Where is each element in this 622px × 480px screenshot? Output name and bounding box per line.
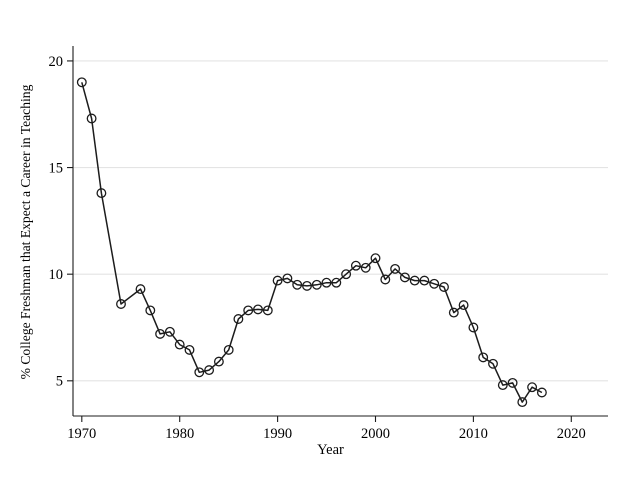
y-tick-label: 20	[49, 54, 64, 70]
data-point-marker	[243, 305, 254, 316]
x-tick-label: 1970	[67, 426, 96, 442]
x-tick-label: 2010	[459, 426, 488, 442]
data-series	[76, 77, 547, 408]
data-point-marker	[184, 344, 195, 355]
data-point-marker	[321, 277, 332, 288]
data-point-marker	[164, 326, 175, 337]
data-point-marker	[302, 280, 312, 291]
data-point-marker	[390, 263, 401, 274]
y-tick-label: 5	[56, 374, 63, 390]
data-point-marker	[76, 77, 87, 88]
data-point-marker	[360, 262, 371, 273]
data-point-marker	[145, 305, 156, 316]
data-point-marker	[331, 277, 342, 288]
data-point-marker	[213, 356, 224, 367]
data-point-marker	[272, 275, 283, 286]
data-point-marker	[458, 300, 469, 311]
data-point-marker	[292, 279, 303, 290]
data-point-marker	[262, 305, 273, 316]
axes: 5 10 15 20 1970 1980 1990 2000 2010 2020	[49, 46, 608, 442]
y-tick-label: 10	[49, 267, 64, 283]
data-point-marker	[86, 113, 97, 124]
data-point-marker	[96, 188, 107, 199]
data-point-marker	[116, 299, 126, 309]
data-point-marker	[194, 367, 205, 378]
data-point-marker	[468, 322, 479, 333]
x-axis-title: Year	[317, 442, 344, 458]
data-point-marker	[155, 328, 166, 339]
gridlines	[73, 60, 608, 382]
data-point-marker	[419, 275, 430, 286]
data-point-marker	[429, 278, 440, 289]
x-tick-label: 2000	[361, 426, 390, 442]
data-point-marker	[536, 387, 547, 398]
data-point-marker	[517, 397, 528, 408]
data-point-marker	[282, 273, 293, 284]
series-line	[81, 82, 543, 403]
data-point-marker	[409, 275, 420, 286]
data-point-marker	[507, 377, 518, 388]
data-point-marker	[439, 282, 449, 292]
data-point-marker	[527, 382, 538, 393]
data-point-marker	[399, 272, 410, 283]
data-point-marker	[370, 253, 381, 264]
x-tick-label: 1980	[165, 426, 194, 442]
data-point-marker	[448, 307, 459, 318]
x-tick-label: 2020	[557, 426, 586, 442]
data-point-marker	[478, 352, 489, 363]
data-point-marker	[135, 284, 146, 295]
y-tick-label: 15	[49, 160, 64, 176]
x-tick-label: 1990	[263, 426, 292, 442]
data-point-marker	[253, 304, 263, 315]
data-point-marker	[174, 339, 185, 350]
data-point-marker	[223, 344, 234, 355]
data-point-marker	[341, 269, 352, 280]
y-axis-title: % College Freshman that Expect a Career …	[18, 84, 33, 379]
data-point-marker	[488, 358, 498, 369]
data-point-marker	[204, 365, 215, 376]
data-point-marker	[233, 314, 244, 324]
data-point-marker	[380, 274, 391, 285]
data-point-marker	[311, 279, 322, 290]
data-point-marker	[497, 380, 508, 391]
data-point-marker	[350, 260, 361, 271]
